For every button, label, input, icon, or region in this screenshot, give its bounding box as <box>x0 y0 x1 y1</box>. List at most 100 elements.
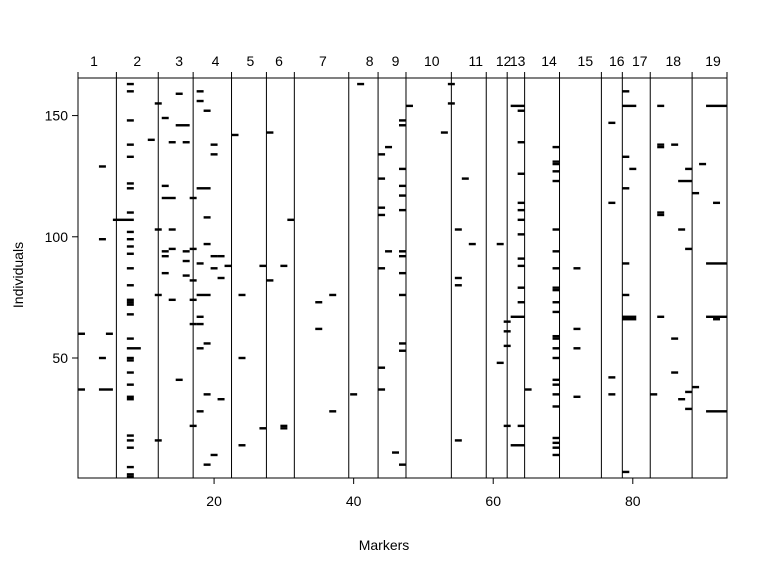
genotype-cell <box>517 424 525 428</box>
genotype-cell <box>238 356 246 360</box>
genotype-cell <box>182 141 190 144</box>
genotype-cell <box>203 109 211 112</box>
genotype-cell <box>706 315 727 318</box>
genotype-cell <box>552 356 560 360</box>
genotype-cell <box>657 104 665 108</box>
genotype-cell <box>552 393 560 396</box>
genotype-cell <box>385 145 393 149</box>
genotype-cell <box>259 427 267 430</box>
chromosome-label: 3 <box>175 53 183 69</box>
genotype-cell <box>399 271 406 275</box>
chromosome-separators <box>77 72 728 478</box>
genotype-cell <box>496 242 504 246</box>
genotype-cell <box>217 276 225 280</box>
genotype-cell <box>685 247 693 251</box>
genotype-cell <box>126 439 134 442</box>
genotype-cell <box>399 208 406 212</box>
genotype-cell <box>552 334 560 338</box>
genotype-cell <box>468 242 476 246</box>
genotype-cell <box>399 293 406 297</box>
genotype-cell <box>678 228 686 231</box>
genotype-cell <box>378 153 386 156</box>
genotype-cell <box>78 388 85 391</box>
genotype-cell <box>105 332 113 335</box>
genotype-cell <box>552 179 560 183</box>
genotype-cell <box>196 410 204 413</box>
genotype-cell <box>175 378 183 382</box>
genotype-cell <box>168 228 176 231</box>
genotype-cell <box>182 274 190 277</box>
genotype-cell <box>713 201 721 205</box>
y-tick-label: 150 <box>45 108 69 124</box>
genotype-cell <box>217 398 225 401</box>
genotype-cell <box>552 288 560 292</box>
genotype-cell <box>210 143 218 146</box>
genotype-cell <box>622 470 630 474</box>
genotype-cell <box>399 342 406 345</box>
genotype-cell <box>622 262 630 265</box>
genotype-cell <box>161 116 169 120</box>
genotype-cell <box>196 90 204 93</box>
genotype-cell <box>280 424 288 428</box>
genotype-cell <box>517 201 525 205</box>
genotype-cell <box>552 250 560 253</box>
genotype-cell <box>517 218 525 222</box>
genotype-cell <box>517 172 525 175</box>
genotype-cell <box>126 182 134 185</box>
genotype-cell <box>126 143 134 146</box>
genotype-cell <box>517 141 525 144</box>
genotype-cell <box>126 211 134 214</box>
genotype-cell <box>126 359 134 362</box>
genotype-cell <box>552 441 560 445</box>
genotype-cell <box>126 473 134 476</box>
genotype-cell <box>399 119 406 122</box>
genotype-cell <box>231 133 239 137</box>
y-tick-label: 50 <box>52 350 68 366</box>
x-axis-label: Markers <box>358 537 410 553</box>
genotype-cell <box>573 267 581 270</box>
chromosome-label: 18 <box>665 53 681 69</box>
x-tick-label: 40 <box>346 493 362 509</box>
genotype-cell <box>552 267 560 270</box>
genotype-cell <box>126 238 134 241</box>
genotype-cell <box>671 143 679 146</box>
chromosome-label: 5 <box>246 53 254 69</box>
genotype-cell <box>629 167 637 171</box>
genotype-cell <box>126 155 134 158</box>
chromosome-label: 16 <box>609 53 625 69</box>
genotype-cell <box>573 347 581 350</box>
genotype-cell <box>685 390 693 394</box>
genotype-cell <box>706 410 727 413</box>
genotype-cell <box>357 82 365 86</box>
genotype-cell <box>552 383 560 386</box>
genotype-cell <box>706 262 727 265</box>
genotype-cell <box>608 376 616 379</box>
genotype-cell <box>126 245 134 248</box>
genotype-cell <box>657 143 665 146</box>
x-tick-label: 60 <box>485 493 501 509</box>
genotype-cell <box>671 371 679 374</box>
genotype-cell <box>126 446 134 449</box>
genotype-cell <box>126 395 134 398</box>
genotype-cell <box>147 138 155 142</box>
genotype-cell <box>161 271 169 275</box>
genotype-cell <box>126 82 134 86</box>
genotype-cell <box>692 191 700 195</box>
genotype-cell <box>182 250 190 253</box>
genotype-cell <box>168 298 176 302</box>
chromosome-label: 9 <box>392 53 400 69</box>
genotype-cell <box>315 301 323 304</box>
genotype-cell <box>399 124 406 127</box>
genotype-cell <box>126 337 134 340</box>
genotype-cell <box>175 124 190 127</box>
genotype-cell <box>161 254 169 258</box>
chromosome-label: 1 <box>90 53 98 69</box>
genotype-cell <box>552 228 560 231</box>
genotype-cell <box>657 211 665 214</box>
chromosome-label: 7 <box>319 53 327 69</box>
genotype-cell <box>161 184 169 188</box>
genotype-cell <box>671 337 679 340</box>
genotype-cell <box>517 264 525 268</box>
genotype-cell <box>608 121 616 125</box>
genotype-cell <box>392 451 400 454</box>
